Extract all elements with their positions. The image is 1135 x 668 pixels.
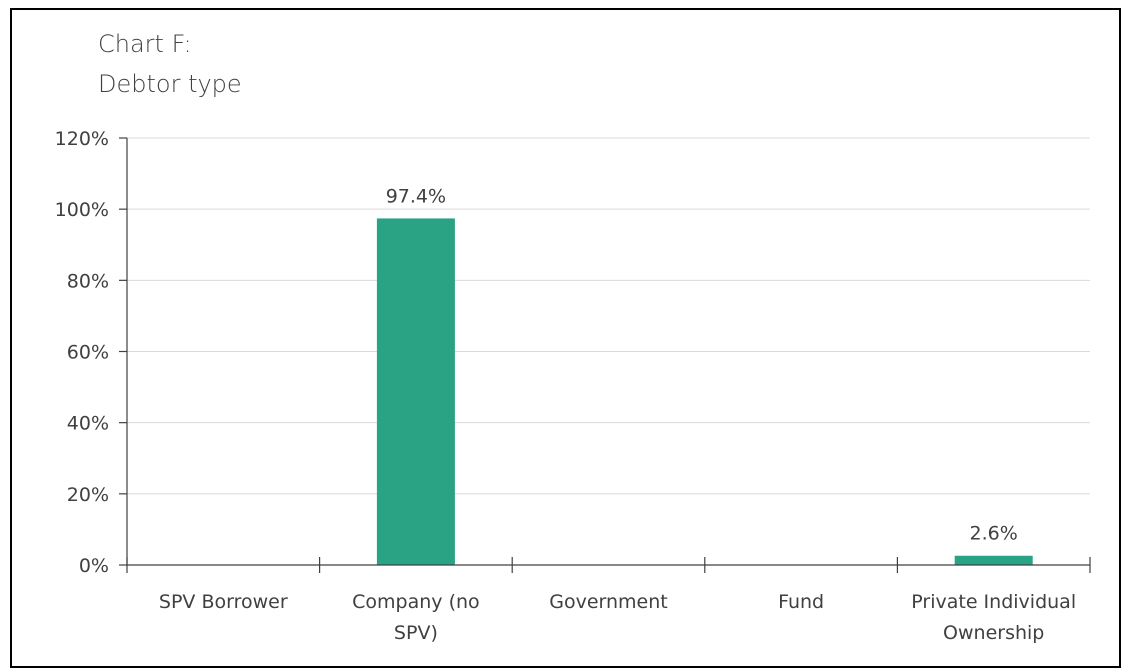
y-tick-label: 120% (55, 128, 109, 150)
y-tick-label: 20% (67, 484, 109, 506)
chart-frame (10, 8, 1121, 668)
x-category-label: Ownership (943, 622, 1044, 644)
data-label: 2.6% (970, 523, 1018, 545)
labels: 0% 20% 40% 60% 80% 100% 120% SPV Borrower 97.4% C… (55, 128, 1076, 644)
x-category-label: Government (549, 591, 668, 613)
y-tick-label: 100% (55, 199, 109, 221)
grid-lines (127, 137, 1090, 495)
x-category-label: SPV) (394, 622, 438, 644)
y-tick-label: 60% (67, 342, 109, 364)
data-label: 97.4% (386, 185, 446, 207)
axes (119, 137, 1091, 573)
x-category-label: Company (no (352, 591, 480, 613)
bar (954, 555, 1033, 565)
y-tick-label: 0% (79, 555, 109, 577)
x-category-label: Private Individual (911, 591, 1076, 613)
chart-subtitle: Debtor type (98, 70, 242, 98)
x-category-label: Fund (778, 591, 824, 613)
bars (376, 218, 1033, 565)
y-tick-label: 80% (67, 270, 109, 292)
x-category-label: SPV Borrower (159, 591, 288, 613)
y-tick-label: 40% (67, 413, 109, 435)
bar (376, 218, 455, 565)
chart-title: Chart F: (98, 30, 192, 58)
